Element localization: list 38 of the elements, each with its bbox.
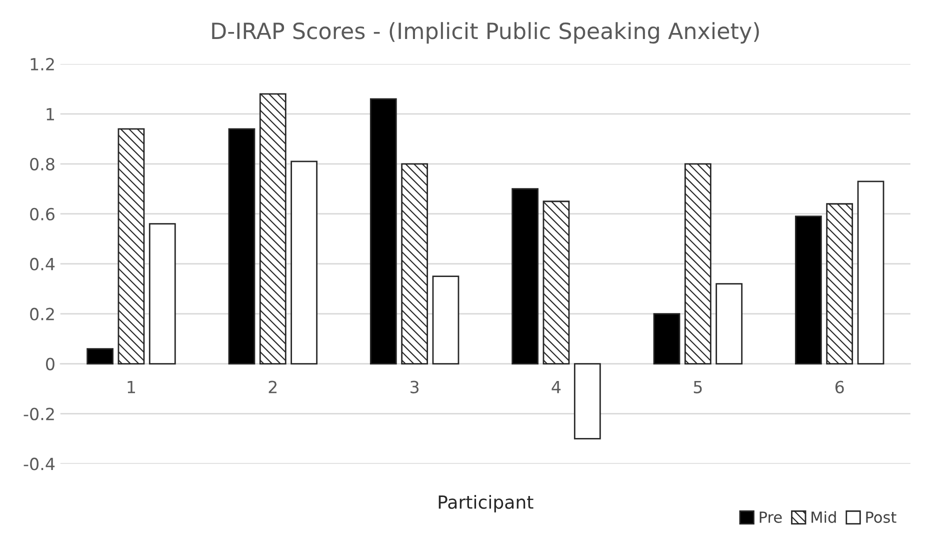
bar — [794, 216, 822, 364]
y-tick-label: 0.8 — [30, 158, 54, 170]
y-tick-label: 0.2 — [30, 308, 54, 320]
x-tick-label: 2 — [268, 380, 277, 394]
bar — [542, 200, 570, 364]
bar — [432, 276, 460, 364]
y-tick-label: 1 — [46, 108, 54, 120]
bar — [684, 163, 712, 364]
legend-label: Pre — [760, 512, 782, 523]
bar — [228, 128, 256, 364]
bar — [857, 180, 884, 364]
bar — [401, 163, 428, 364]
x-tick-label: 4 — [552, 380, 561, 394]
bar — [574, 363, 601, 440]
legend-label: Mid — [812, 511, 836, 523]
chart-title: D-IRAP Scores - (Implicit Public Speaking Anxiety) — [212, 22, 759, 44]
x-tick-label: 6 — [835, 380, 844, 394]
bar — [86, 348, 114, 364]
bar — [653, 313, 680, 364]
bar — [370, 98, 397, 364]
bar — [148, 223, 176, 364]
y-tick-label: -0.2 — [24, 408, 54, 420]
y-tick-label: 0.6 — [30, 208, 54, 220]
x-tick-label: 1 — [128, 380, 135, 394]
legend-label: Post — [866, 512, 896, 523]
bar — [512, 188, 539, 364]
bar — [716, 283, 743, 364]
bar — [826, 203, 854, 364]
x-tick-label: 3 — [410, 380, 419, 394]
y-tick-label: 0.4 — [30, 258, 55, 270]
bar — [118, 128, 145, 364]
y-tick-label: 1.2 — [30, 58, 54, 70]
x-axis-title: Participant — [438, 494, 534, 512]
x-tick-label: 5 — [694, 380, 702, 394]
bar — [290, 160, 318, 364]
y-tick-label: -0.4 — [24, 458, 55, 470]
y-tick-label: 0 — [46, 358, 54, 370]
bar — [259, 93, 286, 364]
